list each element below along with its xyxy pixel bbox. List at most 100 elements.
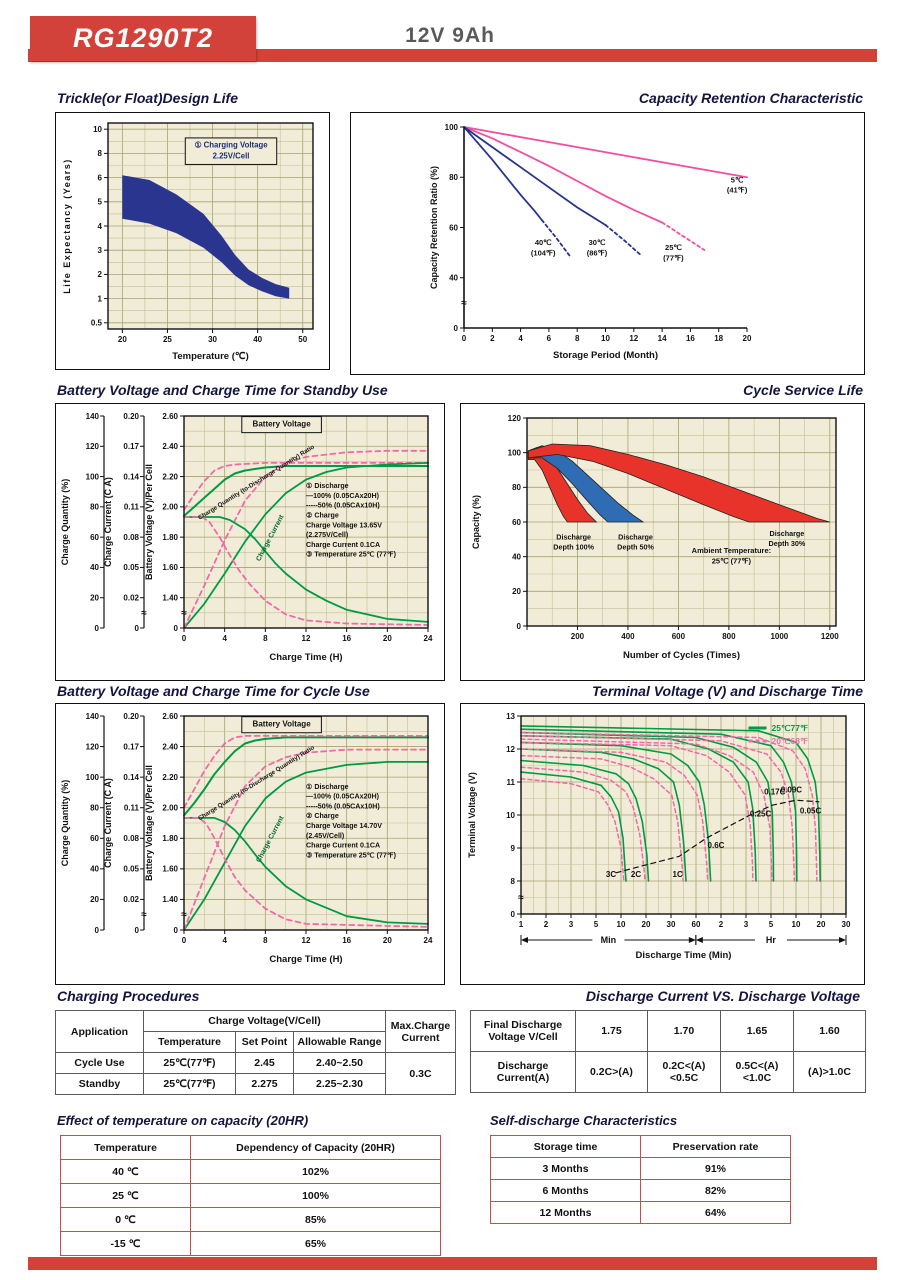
svg-text:4: 4 [222, 634, 227, 643]
svg-text:20: 20 [90, 594, 99, 603]
svg-text:0.17: 0.17 [123, 742, 139, 751]
cycle-use-row: Cycle Use 25℃(77℉) 2.45 2.40~2.50 0.3C [55, 1052, 456, 1095]
svg-text:25℃77℉: 25℃77℉ [772, 723, 809, 733]
svg-text:8: 8 [575, 334, 580, 343]
svg-text:600: 600 [672, 632, 686, 641]
svg-text:20℃68℉: 20℃68℉ [772, 736, 809, 746]
svg-text:8: 8 [263, 634, 268, 643]
svg-text:0: 0 [462, 334, 467, 343]
svg-text:40℃: 40℃ [535, 238, 552, 247]
temperature-col-header: Temperature [60, 1135, 191, 1160]
section-title-standby-charge: Battery Voltage and Charge Time for Stan… [57, 382, 388, 398]
svg-text:Depth 30%: Depth 30% [769, 539, 806, 548]
svg-text:30: 30 [208, 335, 217, 344]
svg-text:2.00: 2.00 [162, 804, 178, 813]
product-title: 12V 9Ah [405, 24, 495, 47]
svg-text:① Charging Voltage: ① Charging Voltage [194, 141, 268, 150]
svg-text:0: 0 [454, 324, 459, 333]
section-title-charging-procedures: Charging Procedures [57, 988, 200, 1004]
capacity-40: 102% [190, 1159, 441, 1184]
svg-text:0.6C: 0.6C [708, 841, 725, 850]
svg-text:0.25C: 0.25C [750, 810, 772, 819]
svg-text:1.80: 1.80 [162, 533, 178, 542]
label-line: Voltage V/Cell [488, 1031, 558, 1043]
section-title-cycle-charge: Battery Voltage and Charge Time for Cycl… [57, 683, 370, 699]
discharge-voltage-table: Final Discharge Voltage V/Cell 1.75 1.70… [470, 1010, 866, 1093]
svg-text:20: 20 [642, 920, 651, 929]
svg-text:5: 5 [769, 920, 774, 929]
svg-text:-----50% (0.05CAx10H): -----50% (0.05CAx10H) [306, 802, 380, 810]
model-number: RG1290T2 [72, 23, 214, 53]
svg-text:40: 40 [90, 865, 99, 874]
svg-text:3: 3 [569, 920, 574, 929]
temp-25: 25 ℃ [60, 1183, 191, 1208]
svg-text:16: 16 [686, 334, 695, 343]
discharge-current-row: Discharge Current(A) 0.2C>(A) 0.2C<(A)<0… [470, 1051, 866, 1093]
svg-text:③ Temperature 25℃ (77℉): ③ Temperature 25℃ (77℉) [306, 851, 397, 859]
svg-text:24: 24 [424, 634, 433, 643]
svg-text:0: 0 [174, 624, 179, 633]
svg-text:9: 9 [511, 844, 516, 853]
svg-text:60: 60 [90, 533, 99, 542]
standby-label: Standby [55, 1073, 144, 1095]
table-row: -15 ℃ 65% [60, 1231, 441, 1256]
discharge-time-panel: 1 2 3 5 10 20 30 60 2 3 5 10 20 30 Discharge Time (Min… [460, 703, 865, 985]
svg-text:0: 0 [95, 926, 100, 935]
svg-text:0.20: 0.20 [123, 412, 139, 421]
svg-text:Discharge: Discharge [618, 532, 653, 541]
svg-text:16: 16 [342, 936, 351, 945]
svg-text:Charge Current 0.1CA: Charge Current 0.1CA [306, 541, 380, 549]
svg-text:Terminal Voltage (V): Terminal Voltage (V) [467, 772, 477, 858]
svg-text:20: 20 [383, 936, 392, 945]
standby-charge-chart: 0 4 8 12 16 20 24 Charge Time (H) 0 1.40 1.60 1.80 2… [56, 404, 444, 680]
table-row: 40 ℃ 102% [60, 1159, 441, 1184]
svg-text:Battery Voltage (V)/Per Cell: Battery Voltage (V)/Per Cell [144, 464, 154, 580]
svg-text:① Discharge: ① Discharge [306, 482, 349, 490]
svg-text:100: 100 [508, 448, 522, 457]
svg-text:25℃: 25℃ [665, 243, 682, 252]
svg-text:0: 0 [95, 624, 100, 633]
svg-text:18: 18 [714, 334, 723, 343]
svg-text:(77℉): (77℉) [663, 253, 684, 262]
svg-text:0.02: 0.02 [123, 895, 139, 904]
self-discharge-table: Storage time Preservation rate 3 Months … [490, 1135, 791, 1224]
max-charge-current-value: 0.3C [385, 1052, 456, 1095]
svg-text:0.08: 0.08 [123, 834, 139, 843]
discharge-current-4: (A)>1.0C [793, 1051, 866, 1093]
svg-text:Min: Min [601, 935, 617, 945]
temp-capacity-table: Temperature Dependency of Capacity (20HR… [60, 1135, 441, 1256]
svg-text:2.20: 2.20 [162, 773, 178, 782]
table-row: Application Charge Voltage(V/Cell) Max.C… [55, 1010, 456, 1053]
section-title-design-life: Trickle(or Float)Design Life [57, 90, 238, 106]
svg-text:Charge Current 0.1CA: Charge Current 0.1CA [306, 842, 380, 850]
svg-text:40: 40 [253, 335, 262, 344]
svg-text:1: 1 [519, 920, 524, 929]
capacity-25: 100% [190, 1183, 441, 1208]
svg-text:120: 120 [86, 442, 100, 451]
svg-text:0.11: 0.11 [124, 503, 140, 512]
cycle-use-temp: 25℃(77℉) [143, 1052, 236, 1074]
temp-minus15: -15 ℃ [60, 1231, 191, 1256]
svg-text:Depth 100%: Depth 100% [553, 542, 594, 551]
svg-text:80: 80 [90, 804, 99, 813]
section-title-discharge-voltage: Discharge Current VS. Discharge Voltage [585, 988, 860, 1004]
svg-text:10: 10 [617, 920, 626, 929]
standby-row: Standby 25℃(77℉) 2.275 2.25~2.30 [55, 1073, 456, 1095]
svg-text:Storage Period (Month): Storage Period (Month) [553, 350, 658, 361]
svg-text:2C: 2C [631, 870, 641, 879]
svg-text:1.40: 1.40 [162, 895, 178, 904]
svg-text:1.80: 1.80 [162, 834, 178, 843]
section-title-temp-capacity: Effect of temperature on capacity (20HR) [57, 1113, 309, 1128]
table-row: 6 Months 82% [490, 1179, 791, 1202]
svg-text:Discharge: Discharge [556, 532, 591, 541]
svg-text:30: 30 [667, 920, 676, 929]
svg-text:Number of Cycles (Times): Number of Cycles (Times) [623, 650, 740, 661]
temp-0: 0 ℃ [60, 1207, 191, 1232]
svg-text:3: 3 [744, 920, 749, 929]
svg-text:1.40: 1.40 [162, 594, 178, 603]
svg-text:4: 4 [518, 334, 523, 343]
label-line: Current(A) [496, 1072, 550, 1084]
svg-text:20: 20 [90, 895, 99, 904]
svg-text:2: 2 [719, 920, 724, 929]
svg-text:(104℉): (104℉) [531, 248, 556, 257]
